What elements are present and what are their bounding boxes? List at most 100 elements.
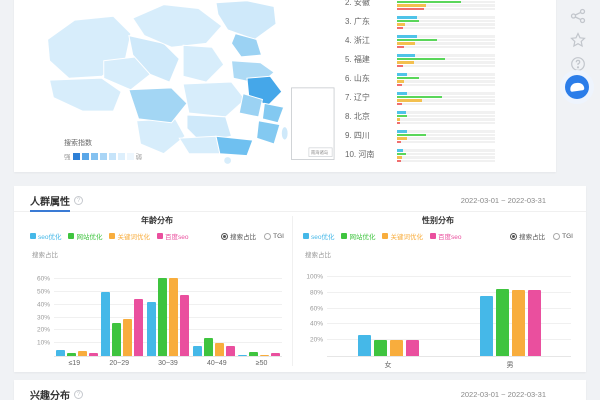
bar-track xyxy=(397,61,495,64)
bar-网站优化-男[interactable] xyxy=(495,288,509,356)
bar-track xyxy=(397,0,495,3)
region-label: 2. 安徽 xyxy=(345,0,370,7)
bar-网站优化-女[interactable] xyxy=(373,340,387,356)
radio-TGI[interactable]: TGI xyxy=(264,232,284,240)
bar-关键词优化-40~49[interactable] xyxy=(214,343,224,356)
bar-网站优化-20~29[interactable] xyxy=(112,322,122,356)
legend-item-网站优化[interactable]: 网站优化 xyxy=(341,231,375,241)
index-bar xyxy=(397,73,407,76)
legend-swatch xyxy=(109,233,116,239)
bar-seo优化-女[interactable] xyxy=(357,334,371,356)
legend-label: 关键词优化 xyxy=(117,234,150,241)
bar-seo优化-40~49[interactable] xyxy=(192,345,202,356)
region-row-福建[interactable]: 5. 福建 xyxy=(345,53,553,72)
bar-seo优化-30~39[interactable] xyxy=(146,302,156,356)
region-label: 4. 浙江 xyxy=(345,36,370,45)
bar-关键词优化-≤19[interactable] xyxy=(77,350,87,356)
bar-关键词优化-30~39[interactable] xyxy=(168,278,178,356)
star-favorite-icon[interactable] xyxy=(570,32,586,48)
bar-关键词优化-20~29[interactable] xyxy=(123,318,133,356)
bar-百度seo-40~49[interactable] xyxy=(225,345,235,356)
share-icon[interactable] xyxy=(570,8,586,24)
bar-百度seo-≥50[interactable] xyxy=(271,353,281,356)
chart-title: 性别分布 xyxy=(422,216,454,225)
legend-square xyxy=(117,152,125,160)
legend-item-百度seo[interactable]: 百度seo xyxy=(429,231,461,241)
bar-百度seo-30~39[interactable] xyxy=(179,294,189,356)
bar-track xyxy=(397,42,495,45)
region-row-山东[interactable]: 6. 山东 xyxy=(345,72,553,91)
bar-seo优化-20~29[interactable] xyxy=(101,292,111,356)
bar-网站优化-≤19[interactable] xyxy=(66,353,76,356)
index-bar xyxy=(397,19,419,22)
legend-label: seo优化 xyxy=(311,234,335,241)
legend-item-关键词优化[interactable]: 关键词优化 xyxy=(382,231,423,241)
region-row-河南[interactable]: 10. 河南 xyxy=(345,148,553,167)
bar-关键词优化-男[interactable] xyxy=(511,290,525,356)
region-label: 7. 辽宁 xyxy=(345,93,370,102)
region-bars xyxy=(397,129,553,144)
region-bars xyxy=(397,72,553,87)
demographics-card: 人群属性 ? 2022-03-01 ~ 2022-03-31 年龄分布 seo优… xyxy=(14,186,586,372)
index-bar xyxy=(397,61,414,64)
radio-搜索占比[interactable]: 搜索占比 xyxy=(221,231,256,241)
section-title: 兴趣分布 ? xyxy=(30,387,83,400)
legend-item-百度seo[interactable]: 百度seo xyxy=(156,231,188,241)
bar-track xyxy=(397,45,495,48)
region-row-浙江[interactable]: 4. 浙江 xyxy=(345,34,553,53)
date-range: 2022-03-01 ~ 2022-03-31 xyxy=(460,196,546,205)
inset-label: 南海诸岛 xyxy=(311,149,328,156)
legend-label: 网站优化 xyxy=(349,234,376,241)
feedback-icon xyxy=(565,75,589,99)
x-tick-男: 男 xyxy=(506,362,514,369)
bar-关键词优化-女[interactable] xyxy=(389,340,403,356)
region-label: 5. 福建 xyxy=(345,55,370,64)
bar-seo优化-男[interactable] xyxy=(479,295,493,356)
bar-百度seo-20~29[interactable] xyxy=(134,298,144,356)
bar-track xyxy=(397,133,495,136)
bar-网站优化-40~49[interactable] xyxy=(203,338,213,356)
bar-seo优化-≤19[interactable] xyxy=(55,349,65,356)
y-axis-label: 搜索占比 xyxy=(32,252,58,259)
help-icon[interactable]: ? xyxy=(74,196,83,205)
bar-百度seo-男[interactable] xyxy=(527,290,541,356)
index-bar xyxy=(397,45,404,48)
bar-seo优化-≥50[interactable] xyxy=(238,354,248,356)
region-row-辽宁[interactable]: 7. 辽宁 xyxy=(345,91,553,110)
bar-track xyxy=(397,23,495,26)
bar-track xyxy=(397,137,495,140)
region-row-北京[interactable]: 8. 北京 xyxy=(345,110,553,129)
radio-搜索占比[interactable]: 搜索占比 xyxy=(510,231,545,241)
region-row-四川[interactable]: 9. 四川 xyxy=(345,129,553,148)
bar-网站优化-30~39[interactable] xyxy=(157,278,167,356)
bar-百度seo-女[interactable] xyxy=(405,340,419,356)
map-legend-scale: 强 弱 xyxy=(64,151,142,161)
region-row-广东[interactable]: 3. 广东 xyxy=(345,15,553,34)
feedback-fab-button[interactable] xyxy=(560,70,594,104)
index-bar xyxy=(397,102,402,105)
legend-item-seo优化[interactable]: seo优化 xyxy=(30,231,61,241)
china-choropleth-map[interactable]: 南海诸岛 搜索指数 强 弱 xyxy=(36,0,336,170)
help-icon[interactable]: ? xyxy=(74,390,83,399)
bar-关键词优化-≥50[interactable] xyxy=(260,354,270,356)
index-bar xyxy=(397,26,403,29)
bar-百度seo-≤19[interactable] xyxy=(88,353,98,356)
radio-TGI[interactable]: TGI xyxy=(553,232,573,240)
bar-group-40~49 xyxy=(192,273,235,356)
bar-track xyxy=(397,121,495,124)
legend-low-label: 弱 xyxy=(135,154,143,161)
legend-item-关键词优化[interactable]: 关键词优化 xyxy=(109,231,150,241)
region-row-安徽[interactable]: 2. 安徽 xyxy=(345,0,553,15)
bar-track xyxy=(397,83,495,86)
legend-item-网站优化[interactable]: 网站优化 xyxy=(68,231,102,241)
date-range: 2022-03-01 ~ 2022-03-31 xyxy=(460,390,546,399)
index-bar xyxy=(397,42,415,45)
bar-网站优化-≥50[interactable] xyxy=(249,352,259,356)
index-bar xyxy=(397,121,400,124)
bar-track xyxy=(397,118,495,121)
x-axis-labels: ≤19 20~29 30~39 40~49 ≥50 xyxy=(54,360,282,367)
legend-item-seo优化[interactable]: seo优化 xyxy=(303,231,334,241)
legend-square xyxy=(99,152,107,160)
bar-track xyxy=(397,38,495,41)
gender-distribution-chart: 性别分布 seo优化 网站优化 关键词优化 百度seo 搜索占比 TGI 搜索占比 20… xyxy=(297,213,579,371)
